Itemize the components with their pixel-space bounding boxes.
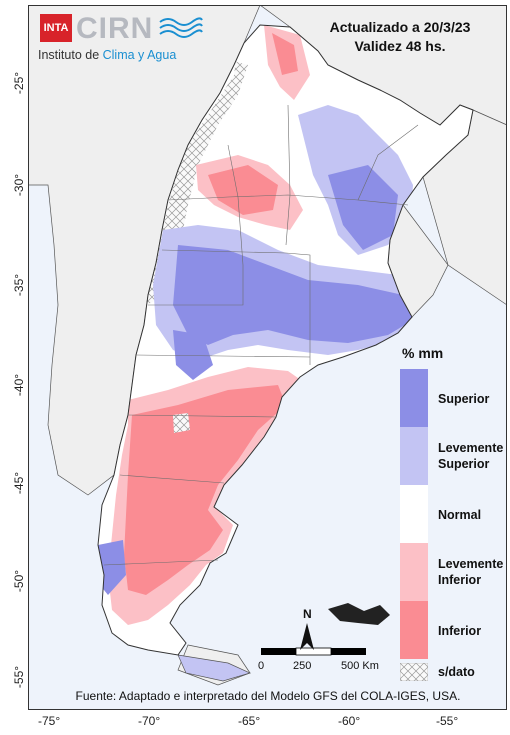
legend-label-inferior: Inferior — [438, 624, 482, 638]
legend-label-no-data: s/dato — [438, 665, 475, 679]
y-tick-50: -50° — [12, 569, 26, 593]
updated-date: Actualizado a 20/3/23 — [329, 19, 471, 35]
scale-bar-black-2 — [331, 648, 366, 655]
malvinas-islands — [328, 603, 390, 625]
institute-prefix: Instituto de — [38, 48, 103, 62]
tierra-del-fuego-argentina — [177, 654, 251, 682]
precipitation-anomaly-map — [28, 5, 507, 710]
scale-label-500: 500 Km — [341, 660, 379, 672]
validity-text: Validez 48 hs. — [354, 38, 446, 54]
anomaly-patches — [98, 25, 423, 625]
x-tick-60: -60° — [338, 714, 361, 728]
x-tick-70: -70° — [138, 714, 161, 728]
y-tick-40: -40° — [12, 373, 26, 397]
inta-logo: INTA — [40, 14, 72, 42]
province-boundaries — [103, 104, 419, 566]
legend-swatch-lev-inferior — [400, 543, 428, 601]
institute-name: Instituto de Clima y Agua — [38, 48, 176, 62]
update-info: Actualizado a 20/3/23 Validez 48 hs. — [300, 18, 500, 56]
water-waves-icon — [159, 17, 203, 38]
legend-swatch-superior — [400, 369, 428, 427]
legend-swatch-no-data — [400, 663, 428, 681]
legend-swatch-lev-superior — [400, 427, 428, 485]
x-tick-65: -65° — [238, 714, 261, 728]
cirn-logo-text: CIRN — [76, 12, 154, 45]
y-tick-30: -30° — [12, 173, 26, 197]
north-arrow-icon — [300, 623, 314, 650]
institute-highlight: Clima y Agua — [102, 48, 177, 62]
legend-label-lev-inferior-2: Inferior — [438, 573, 482, 587]
legend-swatch-inferior — [400, 601, 428, 659]
legend-label-lev-superior-2: Superior — [438, 457, 490, 471]
north-label: N — [303, 607, 312, 621]
source-note: Fuente: Adaptado e interpretado del Mode… — [75, 689, 461, 703]
legend-swatch-normal — [400, 485, 428, 543]
argentina-outline — [97, 24, 474, 656]
map-frame — [28, 5, 507, 710]
legend-label-lev-superior-1: Levemente — [438, 441, 504, 455]
legend-label-superior: Superior — [438, 392, 490, 406]
legend-label-lev-inferior-1: Levemente — [438, 557, 504, 571]
legend-label-normal: Normal — [438, 508, 482, 522]
x-tick-75: -75° — [38, 714, 61, 728]
x-tick-55: -55° — [436, 714, 459, 728]
scale-label-0: 0 — [258, 660, 265, 672]
scale-label-250: 250 — [293, 660, 312, 672]
y-tick-25: -25° — [12, 71, 26, 95]
y-tick-45: -45° — [12, 471, 26, 495]
scale-bar-black — [261, 648, 296, 655]
map-border — [28, 5, 507, 710]
y-tick-55: -55° — [12, 665, 26, 689]
y-tick-35: -35° — [12, 273, 26, 297]
inta-cirn-logo: INTA CIRN Instituto de Clima y Agua — [36, 12, 208, 68]
legend-unit: % mm — [402, 345, 444, 361]
